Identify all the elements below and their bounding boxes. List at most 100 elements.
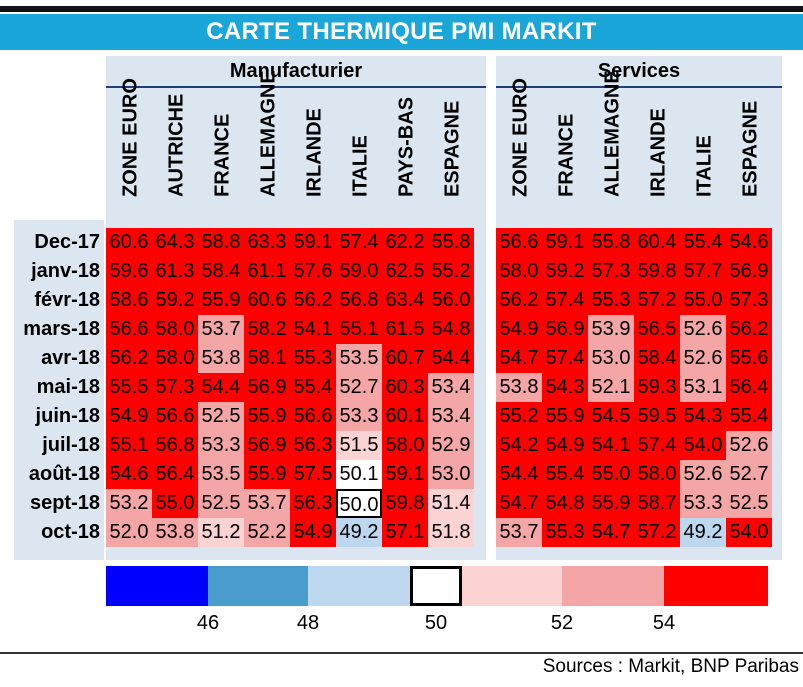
- heatmap-cell: 60.6: [106, 228, 152, 257]
- legend-swatch: [562, 566, 664, 606]
- heatmap-cell: 52.7: [336, 373, 382, 402]
- heatmap-cell: 60.1: [382, 402, 428, 431]
- heatmap-cell: 60.7: [382, 344, 428, 373]
- heatmap-cell: 57.3: [152, 373, 198, 402]
- heatmap-cell: 51.2: [198, 518, 244, 547]
- heatmap-cell: 57.1: [382, 518, 428, 547]
- heatmap-cell: 55.5: [106, 373, 152, 402]
- heatmap-cell: 52.6: [680, 344, 726, 373]
- heatmap-cell: 61.3: [152, 257, 198, 286]
- heatmap-cell: 53.2: [106, 489, 152, 518]
- heatmap-cell: 53.4: [428, 402, 474, 431]
- heatmap-cell: 58.0: [496, 257, 542, 286]
- heatmap-cell: 55.6: [726, 344, 772, 373]
- heatmap-cell: 56.4: [726, 373, 772, 402]
- heatmap-cell: 55.1: [106, 431, 152, 460]
- heatmap-cell: 58.0: [152, 315, 198, 344]
- heatmap-cell: 55.8: [588, 228, 634, 257]
- legend-tick-label: 52: [550, 612, 574, 634]
- heatmap-cell: 49.2: [680, 518, 726, 547]
- heatmap-cell: 54.0: [680, 431, 726, 460]
- heatmap-cell: 55.9: [244, 460, 290, 489]
- legend-swatch: [308, 566, 410, 606]
- heatmap-cell: 53.8: [198, 344, 244, 373]
- heatmap-cell: 56.4: [152, 460, 198, 489]
- heatmap-cell: 56.2: [726, 315, 772, 344]
- heatmap-cell: 60.6: [244, 286, 290, 315]
- heatmap-cell: 60.3: [382, 373, 428, 402]
- heatmap-cell: 59.6: [106, 257, 152, 286]
- heatmap-cell: 53.1: [680, 373, 726, 402]
- column-header-label: ALLEMAGNE: [257, 70, 280, 197]
- heatmap-cell: 56.9: [244, 431, 290, 460]
- heatmap-cell: 54.9: [496, 315, 542, 344]
- heatmap-cell: 53.0: [588, 344, 634, 373]
- heatmap-cell: 58.2: [244, 315, 290, 344]
- heatmap-cell: 56.6: [152, 402, 198, 431]
- heatmap-cell: 53.7: [244, 489, 290, 518]
- column-header-label: ZONE EURO: [509, 78, 532, 197]
- heatmap-cell: 52.5: [198, 489, 244, 518]
- column-header-label: IRLANDE: [647, 108, 670, 197]
- group-divider-manufacturier: [106, 86, 486, 88]
- column-header-label: AUTRICHE: [165, 93, 188, 197]
- heatmap-cell: 59.8: [382, 489, 428, 518]
- heatmap-cell: 54.4: [198, 373, 244, 402]
- heatmap-cell: 59.3: [634, 373, 680, 402]
- bottom-rule: [0, 652, 803, 654]
- row-label: janv-18: [31, 260, 100, 282]
- heatmap-cell: 57.4: [634, 431, 680, 460]
- heatmap-cell: 54.1: [588, 431, 634, 460]
- column-header: ZONE EURO: [498, 78, 544, 222]
- heatmap-cell: 55.8: [428, 228, 474, 257]
- heatmap-cell: 62.2: [382, 228, 428, 257]
- heatmap-cell: 55.4: [726, 402, 772, 431]
- heatmap-cell: 54.4: [496, 460, 542, 489]
- legend-swatch: [208, 566, 308, 606]
- heatmap-cell: 53.8: [152, 518, 198, 547]
- row-label-panel: [14, 220, 104, 560]
- heatmap-cell: 57.7: [680, 257, 726, 286]
- column-header-label: FRANCE: [555, 113, 578, 197]
- row-label: mai-18: [36, 376, 100, 398]
- heatmap-cell: 57.6: [290, 257, 336, 286]
- heatmap-cell: 59.1: [382, 460, 428, 489]
- column-header: ALLEMAGNE: [246, 70, 292, 222]
- heatmap-cell: 55.0: [680, 286, 726, 315]
- heatmap-cell: 50.1: [336, 460, 382, 489]
- heatmap-cell: 56.3: [290, 431, 336, 460]
- column-header: ESPAGNE: [728, 92, 774, 222]
- heatmap-cell: 57.2: [634, 518, 680, 547]
- heatmap-cell: 57.3: [726, 286, 772, 315]
- row-label: avr-18: [41, 347, 100, 369]
- chart-title: CARTE THERMIQUE PMI MARKIT: [0, 14, 803, 50]
- heatmap-cell: 53.3: [198, 431, 244, 460]
- heatmap-cell: 56.2: [496, 286, 542, 315]
- heatmap-cell: 53.4: [428, 373, 474, 402]
- column-header-label: FRANCE: [211, 113, 234, 197]
- heatmap-cell: 53.7: [496, 518, 542, 547]
- heatmap-cell: 55.9: [244, 402, 290, 431]
- heatmap-cell: 56.2: [106, 344, 152, 373]
- column-header-label: ITALIE: [349, 135, 372, 197]
- heatmap-cell: 54.6: [106, 460, 152, 489]
- column-header-label: PAYS-BAS: [395, 96, 418, 197]
- column-header: IRLANDE: [636, 92, 682, 222]
- column-header: ESPAGNE: [430, 92, 476, 222]
- legend-tick-label: 54: [652, 612, 676, 634]
- heatmap-cell: 51.5: [336, 431, 382, 460]
- heatmap-cell: 54.3: [542, 373, 588, 402]
- heatmap-cell: 54.9: [290, 518, 336, 547]
- heatmap-cell: 52.6: [680, 315, 726, 344]
- heatmap-cell: 54.9: [106, 402, 152, 431]
- heatmap-cell: 54.7: [588, 518, 634, 547]
- column-header: IRLANDE: [292, 92, 338, 222]
- column-header-label: ESPAGNE: [441, 100, 464, 197]
- row-label: mars-18: [23, 318, 100, 340]
- heatmap-cell: 53.3: [336, 402, 382, 431]
- heatmap-cell: 54.6: [726, 228, 772, 257]
- heatmap-cell: 61.1: [244, 257, 290, 286]
- heatmap-cell: 55.3: [542, 518, 588, 547]
- heatmap-cell: 56.3: [290, 489, 336, 518]
- column-header-label: IRLANDE: [303, 108, 326, 197]
